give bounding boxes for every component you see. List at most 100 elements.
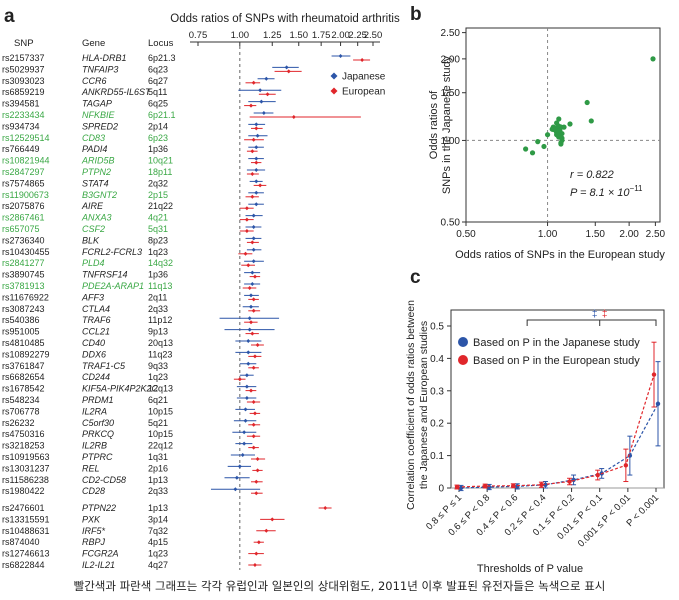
y-axis-label: Correlation coefficient of odds ratios b… — [405, 300, 430, 510]
snp-label: rs11586238 — [2, 475, 49, 485]
gene-label: REL — [82, 463, 100, 473]
scatter-point — [650, 56, 656, 62]
locus-label: 22q12 — [148, 441, 173, 451]
point-european — [254, 551, 259, 556]
snp-label: rs4810485 — [2, 338, 45, 348]
point-japanese — [234, 475, 239, 480]
series-point — [539, 482, 544, 487]
locus-label: 6q25 — [148, 99, 168, 109]
point-european — [251, 365, 256, 370]
gene-label: PTPRC — [82, 452, 113, 462]
point-european — [237, 377, 242, 382]
snp-label: rs3218253 — [2, 441, 45, 451]
point-european — [254, 160, 259, 165]
point-european — [251, 434, 256, 439]
series-point — [567, 479, 572, 484]
snp-label: rs12529514 — [2, 133, 50, 143]
gene-label: ARID5B — [81, 156, 115, 166]
point-european — [252, 411, 257, 416]
locus-label: 9q33 — [148, 361, 168, 371]
y-tick-label: 1.00 — [441, 136, 461, 147]
y-tick-label: 1.50 — [441, 88, 461, 99]
gene-label: FCGR2A — [82, 549, 119, 559]
snp-label: rs766449 — [2, 144, 40, 154]
significance-marker-japanese: ‡ — [592, 309, 598, 320]
snp-label: rs2847297 — [2, 167, 45, 177]
point-european — [252, 563, 257, 567]
snp-label: rs10919563 — [2, 452, 50, 462]
scatter-point — [558, 141, 564, 147]
point-japanese — [254, 179, 259, 184]
scatter-point — [523, 146, 529, 152]
point-japanese — [251, 247, 256, 252]
gene-label: PRKCQ — [82, 429, 114, 439]
y-tick-label: 0.5 — [430, 322, 444, 333]
locus-label: 1p36 — [148, 270, 168, 280]
snp-label: rs3087243 — [2, 304, 45, 314]
locus-label: 4p15 — [148, 537, 168, 547]
gene-label: TRAF1-C5 — [82, 361, 126, 371]
point-japanese — [255, 133, 260, 138]
snp-label: rs548234 — [2, 395, 40, 405]
point-european — [249, 320, 254, 325]
gene-label: TNFRSF14 — [82, 270, 128, 280]
locus-label: 4q27 — [148, 560, 168, 570]
snp-label: rs13031237 — [2, 463, 50, 473]
locus-label: 5q31 — [148, 224, 168, 234]
point-european — [251, 445, 256, 450]
y-axis-label-line1: Odds ratios of — [428, 90, 440, 159]
point-japanese — [242, 430, 247, 435]
point-japanese — [244, 384, 249, 389]
series-point — [651, 372, 657, 377]
locus-label: 1p13 — [148, 503, 168, 513]
y-tick-label: 2.50 — [441, 28, 461, 39]
snp-label: rs394581 — [2, 99, 40, 109]
gene-label: B3GNT2 — [82, 190, 117, 200]
y-tick-label: 2.00 — [441, 54, 461, 65]
locus-label: 2p16 — [148, 463, 168, 473]
snp-label: rs3890745 — [2, 270, 45, 280]
x-tick-label: 2.00 — [331, 30, 350, 41]
point-european — [251, 308, 256, 313]
header-locus: Locus — [148, 38, 174, 49]
locus-label: 1p36 — [148, 144, 168, 154]
locus-label: 1q31 — [148, 452, 168, 462]
point-japanese — [250, 270, 255, 275]
point-japanese — [254, 202, 259, 207]
legend-label: Based on P in the Japanese study — [473, 337, 640, 349]
point-japanese — [258, 88, 263, 93]
snp-label: rs3761847 — [2, 361, 45, 371]
point-european — [258, 183, 263, 188]
locus-label: 1q23 — [148, 247, 168, 257]
point-european — [246, 263, 251, 268]
snp-label: rs10430455 — [2, 247, 50, 257]
locus-label: 1p13 — [148, 475, 168, 485]
snp-label: rs5029937 — [2, 64, 45, 74]
series-point — [655, 401, 661, 406]
point-european — [243, 251, 248, 256]
point-japanese — [284, 65, 289, 70]
panel-b: b 0.500.50 1.00 1.00 1.50 1.50 2.00 2.00 2.50 2.5… — [410, 4, 666, 261]
locus-label: 12q13 — [148, 384, 173, 394]
point-japanese — [338, 54, 343, 58]
plot-frame — [465, 27, 661, 223]
gene-label: CD28 — [82, 486, 105, 496]
series-point — [454, 484, 460, 490]
scatter-point — [567, 121, 573, 127]
y-axis-label-line1: Correlation coefficient of odds ratios b… — [405, 300, 417, 510]
series-point — [623, 463, 629, 468]
point-japanese — [250, 282, 255, 286]
locus-label: 3p14 — [148, 514, 168, 524]
point-japanese — [254, 122, 259, 127]
snp-label: rs2841277 — [2, 258, 45, 268]
locus-label: 11p12 — [148, 315, 172, 325]
scatter-point — [584, 99, 590, 106]
snp-label: rs6859219 — [2, 87, 45, 97]
point-european — [252, 274, 257, 279]
point-european — [251, 400, 256, 404]
gene-label: PTPN2 — [82, 167, 111, 177]
point-japanese — [242, 441, 247, 446]
point-european — [360, 58, 365, 62]
significance-bracket — [526, 319, 657, 326]
snp-label: rs657075 — [2, 224, 40, 234]
